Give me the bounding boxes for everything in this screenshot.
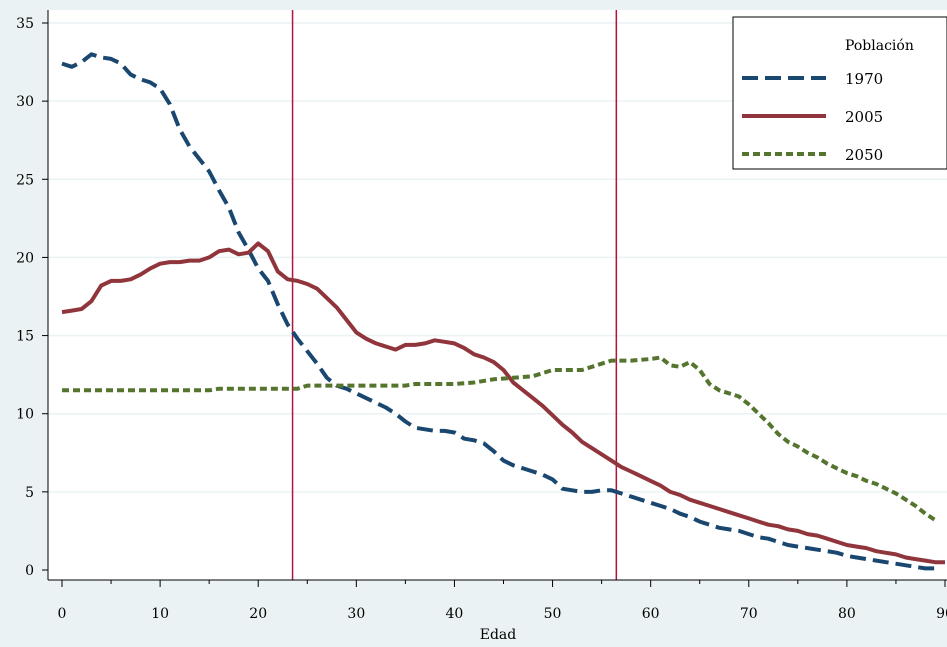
x-tick-label: 40 <box>446 606 464 622</box>
x-tick-label: 10 <box>151 606 169 622</box>
x-tick-label: 80 <box>838 606 856 622</box>
y-tick-label: 5 <box>25 485 34 501</box>
y-tick-label: 20 <box>16 250 34 266</box>
series-lines <box>61 52 945 571</box>
legend-label: 2005 <box>845 108 883 126</box>
y-tick-label: 25 <box>16 172 34 188</box>
x-tick-label: 50 <box>544 606 562 622</box>
x-tick-label: 70 <box>740 606 758 622</box>
x-tick-label: 90 <box>936 606 947 622</box>
legend-label: 2050 <box>845 146 883 164</box>
series-line-1970 <box>61 52 936 571</box>
reference-lines <box>291 10 618 580</box>
x-axis-label: Edad <box>480 627 517 643</box>
x-tick-label: 60 <box>642 606 660 622</box>
y-tick-label: 35 <box>16 16 34 32</box>
x-tick-label: 0 <box>58 606 67 622</box>
y-tick-label: 10 <box>16 407 34 423</box>
tick-labels: 0 5 10 15 20 25 30 35 0 10 20 30 40 50 60 70 80 90 <box>16 16 947 622</box>
axes <box>42 10 947 587</box>
legend-label: 1970 <box>845 70 883 88</box>
series-line-2005 <box>61 241 945 565</box>
series-line-2050 <box>62 355 937 522</box>
y-tick-label: 0 <box>25 563 34 579</box>
x-tick-label: 30 <box>347 606 365 622</box>
y-tick-label: 30 <box>16 94 34 110</box>
y-tick-label: 15 <box>16 329 34 345</box>
legend: Población 1970 2005 2050 <box>732 16 947 170</box>
legend-box <box>732 16 947 170</box>
x-tick-label: 20 <box>249 606 267 622</box>
legend-title: Población <box>845 38 914 54</box>
